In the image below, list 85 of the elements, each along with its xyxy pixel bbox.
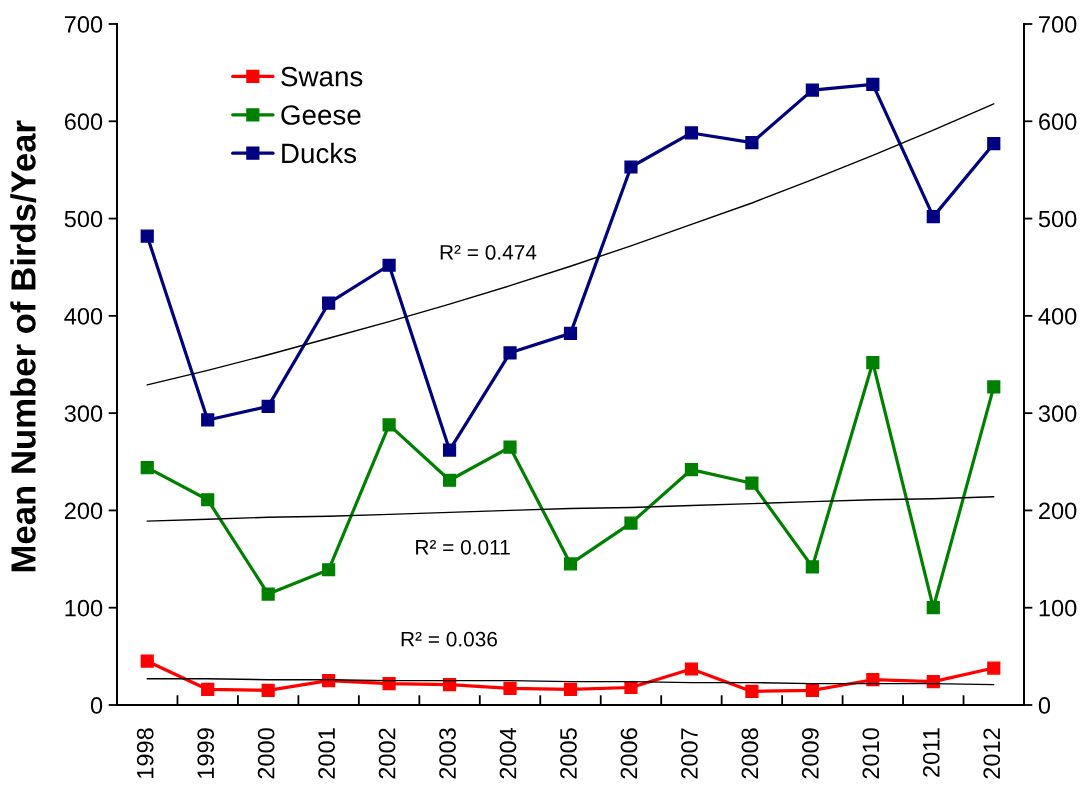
point	[382, 676, 396, 691]
line-series	[146, 103, 995, 386]
point	[322, 563, 336, 577]
point	[322, 296, 336, 310]
x-tick-label: 1999	[197, 728, 215, 778]
point	[201, 413, 215, 427]
point	[563, 557, 578, 571]
annotation: R² = 0.011	[416, 539, 510, 555]
point	[563, 682, 578, 697]
point	[382, 418, 396, 432]
point	[140, 229, 154, 243]
point	[926, 675, 940, 689]
point	[866, 77, 880, 91]
point	[140, 654, 154, 668]
point	[624, 680, 638, 695]
x-tick-label: 2002	[378, 728, 396, 779]
x-tick-label: 2012	[983, 728, 1001, 779]
point	[987, 380, 1001, 394]
y-tick-label: 500	[64, 210, 103, 228]
point	[987, 137, 1001, 151]
y2-tick-label: 600	[1039, 113, 1077, 131]
point	[201, 682, 215, 697]
point	[261, 683, 275, 698]
point	[926, 601, 940, 615]
y2-tick-label: 700	[1039, 16, 1077, 33]
y2-tick-label: 100	[1039, 599, 1077, 617]
x-tick-label: 2007	[681, 728, 698, 779]
point	[503, 346, 517, 360]
x-tick-label: 2010	[862, 728, 880, 779]
y-tick-label: 0	[90, 697, 103, 714]
point	[503, 440, 517, 454]
point	[261, 587, 275, 601]
point	[684, 462, 699, 477]
y-tick-label: 400	[64, 307, 103, 325]
point	[684, 126, 699, 140]
legend-label: Geese	[281, 105, 361, 125]
y-tick-label: 600	[64, 113, 103, 131]
point	[624, 160, 638, 174]
x-tick-label: 1998	[136, 728, 154, 778]
point	[261, 399, 275, 413]
point	[140, 461, 154, 475]
x-tick-label: 2009	[801, 728, 819, 779]
point	[866, 673, 880, 687]
x-tick-label: 2001	[318, 728, 335, 779]
point	[866, 355, 880, 370]
x-tick-label: 2000	[257, 728, 275, 779]
point	[382, 258, 396, 272]
point	[442, 473, 457, 487]
point	[201, 493, 215, 507]
y-tick-label: 100	[65, 599, 103, 617]
point	[442, 677, 457, 692]
point	[624, 516, 638, 530]
point	[926, 210, 940, 224]
legend-label: Ducks	[282, 142, 357, 164]
point	[322, 674, 336, 688]
y-axis-title: Mean Number of Birds/Year	[10, 120, 37, 572]
y2-tick-label: 500	[1038, 210, 1077, 228]
annotation: R² = 0.036	[401, 631, 497, 647]
point	[805, 683, 819, 698]
x-tick-label: 2011	[922, 728, 940, 777]
x-tick-label: 2005	[560, 728, 577, 779]
point	[503, 681, 517, 696]
y2-tick-label: 0	[1038, 697, 1051, 714]
x-tick-label: 2008	[741, 728, 759, 779]
line-series	[146, 496, 995, 522]
y2-tick-label: 400	[1038, 307, 1077, 325]
point	[745, 476, 759, 490]
x-tick-label: 2006	[620, 728, 638, 779]
point	[684, 662, 699, 676]
point	[805, 83, 819, 97]
point	[987, 661, 1001, 675]
point	[563, 326, 578, 340]
x-tick-label: 2004	[499, 727, 517, 779]
annotation: R² = 0.474	[440, 245, 537, 260]
y2-tick-label: 300	[1038, 405, 1077, 422]
point	[745, 684, 759, 698]
legend-label: Swans	[281, 66, 363, 87]
y-tick-label: 300	[64, 405, 103, 422]
y2-tick-label: 200	[1039, 502, 1077, 520]
y-tick-label: 700	[64, 16, 103, 33]
y-tick-label: 200	[64, 502, 103, 520]
x-tick-label: 2003	[439, 728, 456, 779]
point	[442, 443, 457, 457]
point	[805, 560, 819, 574]
point	[745, 136, 759, 150]
